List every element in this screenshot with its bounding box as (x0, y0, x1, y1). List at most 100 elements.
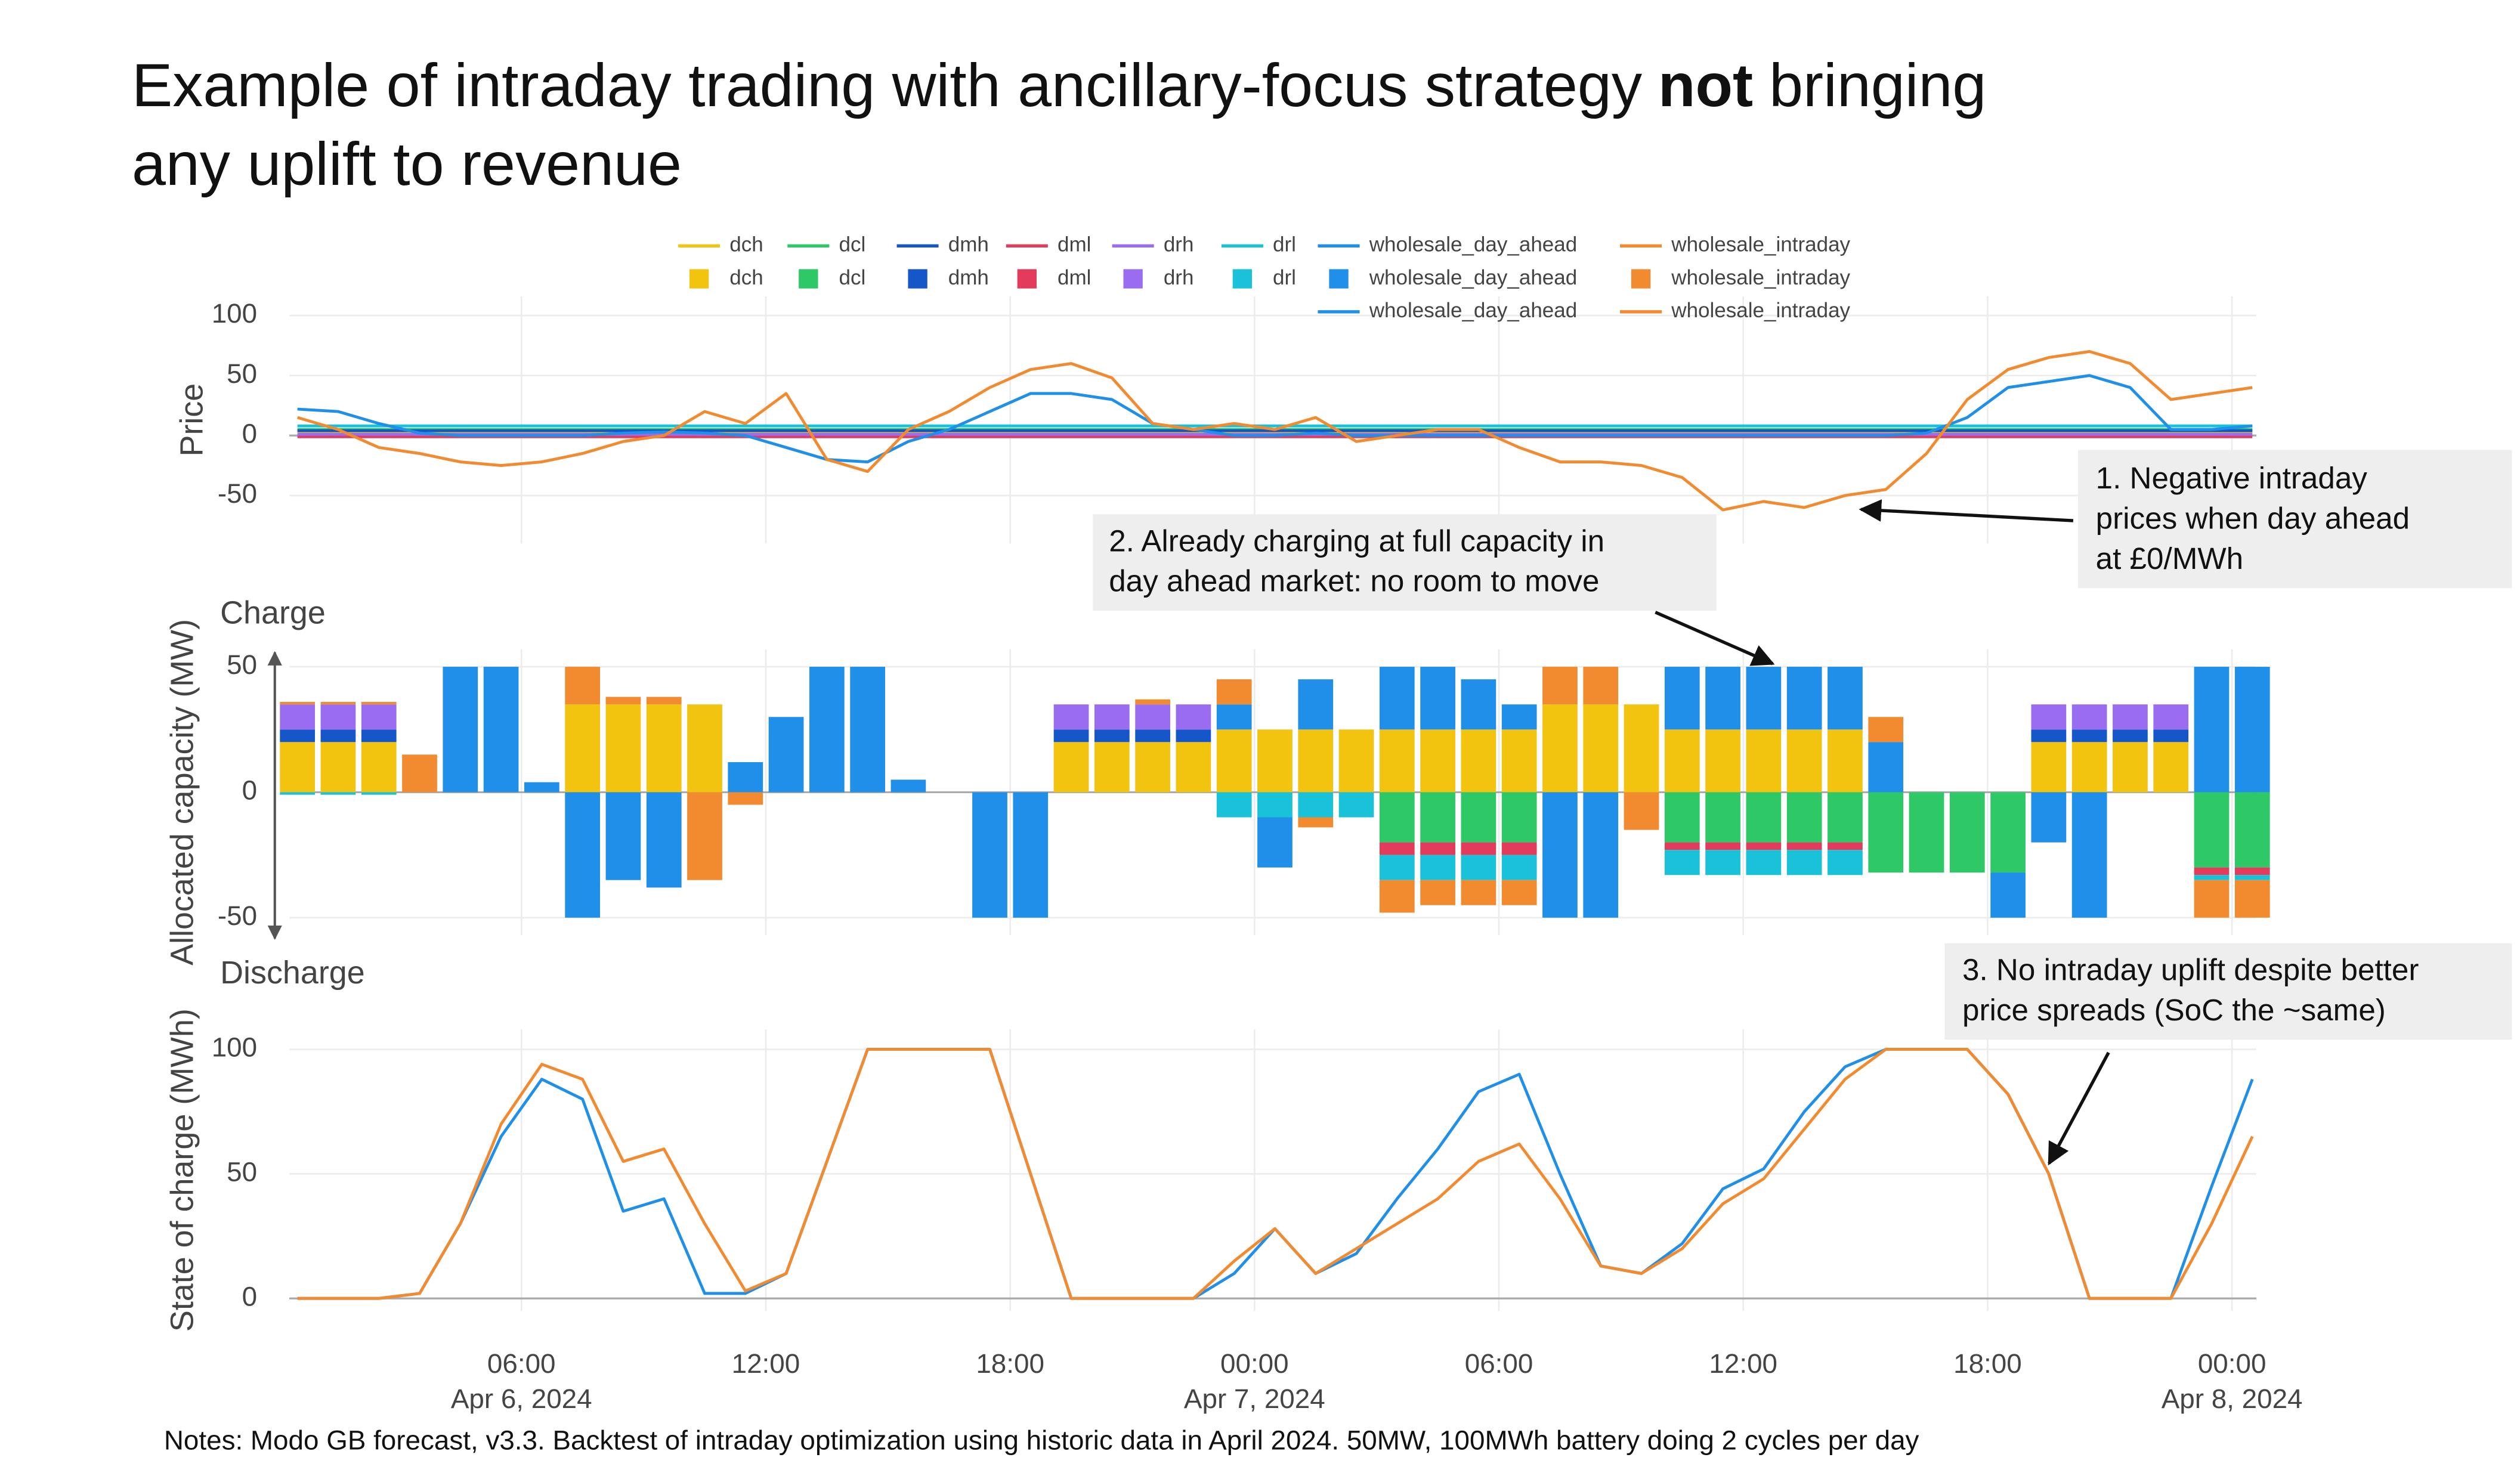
bar-segment (1094, 729, 1130, 742)
bar-segment (2031, 742, 2067, 793)
bar-segment (1338, 792, 1374, 818)
x-tick-label: 06:00 (1465, 1348, 1533, 1379)
bar-segment (2153, 704, 2189, 730)
bar-segment (1053, 742, 1089, 793)
bar-segment (565, 667, 601, 705)
bar-segment (2234, 875, 2270, 880)
bar-segment (2113, 729, 2148, 742)
bar-segment (1664, 850, 1700, 875)
bar-segment (1705, 729, 1740, 793)
bar-segment (320, 729, 356, 742)
bar-segment (1420, 792, 1455, 843)
bar-segment (1868, 742, 1904, 793)
bar-segment (2113, 742, 2148, 793)
bar-segment (2031, 704, 2067, 730)
y-tick-label: 50 (227, 1156, 257, 1187)
bar-segment (1461, 855, 1496, 880)
bar-segment (280, 742, 316, 793)
legend-label: drh (1164, 233, 1194, 256)
series-line (297, 374, 2253, 463)
x-tick-label: 00:00 (1220, 1348, 1289, 1379)
bar-segment (2194, 792, 2230, 868)
series-line (297, 1048, 2254, 1300)
bar-segment (402, 754, 437, 793)
annotation: 2. Already charging at full capacity in … (1093, 514, 1775, 666)
bar-segment (2194, 667, 2230, 793)
bar-segment (850, 667, 885, 793)
bar-segment (1461, 729, 1496, 793)
bar-segment (565, 704, 601, 793)
bar-segment (2071, 742, 2107, 793)
legend-label: wholesale_day_ahead (1369, 266, 1578, 289)
bar-segment (1909, 792, 1944, 873)
y-tick-label: 100 (212, 298, 257, 329)
y-tick-label: 50 (227, 649, 257, 680)
legend-label: wholesale_intraday (1671, 233, 1850, 256)
title-part: bringing (1769, 51, 1986, 119)
annotation-text: day ahead market: no room to move (1109, 564, 1599, 598)
bar-segment (1501, 792, 1537, 843)
bar-segment (2071, 792, 2107, 918)
bar-segment (1542, 792, 1578, 918)
legend-label: dch (729, 266, 763, 289)
bar-segment (2031, 729, 2067, 742)
bar-segment (1461, 880, 1496, 905)
bar-segment (1135, 729, 1170, 742)
x-tick-label: 18:00 (976, 1348, 1044, 1379)
annotation: 1. Negative intraday prices when day ahe… (1859, 450, 2512, 589)
legend-swatch (689, 269, 709, 289)
bar-segment (1216, 704, 1252, 730)
bar-segment (1868, 717, 1904, 742)
legend-label: drl (1273, 233, 1296, 256)
bar-segment (1257, 817, 1293, 868)
bar-segment (524, 782, 559, 793)
bar-segment (1053, 729, 1089, 742)
bar-segment (1583, 667, 1619, 705)
bar-segment (1542, 667, 1578, 705)
bar-segment (1786, 792, 1822, 843)
bar-segment (280, 792, 316, 795)
bar-segment (2194, 875, 2230, 880)
bar-segment (1257, 729, 1293, 793)
annotation-text: 3. No intraday uplift despite better (1962, 953, 2419, 987)
x-date-label: Apr 8, 2024 (2162, 1384, 2303, 1414)
bar-segment (2071, 729, 2107, 742)
legend-swatch (1329, 269, 1349, 289)
annotation-text: 2. Already charging at full capacity in (1109, 524, 1604, 558)
bar-segment (361, 701, 397, 705)
annotation-box (1944, 943, 2512, 1040)
bar-segment (2153, 729, 2189, 742)
bar-segment (361, 704, 397, 730)
bar-segment (1583, 704, 1619, 793)
bar-segment (1746, 850, 1782, 875)
bar-segment (1542, 704, 1578, 793)
bar-segment (483, 667, 519, 793)
bar-segment (361, 729, 397, 742)
title-bold: not (1658, 51, 1753, 119)
bar-segment (687, 704, 722, 793)
bar-segment (1990, 872, 2026, 918)
bar-segment (1379, 842, 1415, 855)
bar-segment (1705, 850, 1740, 875)
bar-segment (605, 792, 641, 880)
legend-label: dml (1058, 233, 1091, 256)
legend-swatch (1232, 269, 1253, 289)
bar-segment (1664, 792, 1700, 843)
bar-segment (443, 667, 478, 793)
bar-segment (1501, 704, 1537, 730)
y-tick-label: 0 (242, 1281, 257, 1311)
y-tick-label: 50 (227, 358, 257, 389)
bar-segment (1094, 704, 1130, 730)
bar-segment (1379, 792, 1415, 843)
bar-segment (1501, 729, 1537, 793)
legend-label: wholesale_day_ahead (1369, 233, 1578, 256)
bar-segment (1746, 842, 1782, 850)
annotation-text: 1. Negative intraday (2096, 461, 2368, 495)
y-tick-label: 0 (242, 775, 257, 806)
x-tick-label: 12:00 (1709, 1348, 1777, 1379)
bar-segment (646, 704, 682, 793)
annotation-arrow (1859, 499, 2074, 522)
bar-segment (1664, 667, 1700, 730)
bar-segment (1828, 667, 1863, 730)
